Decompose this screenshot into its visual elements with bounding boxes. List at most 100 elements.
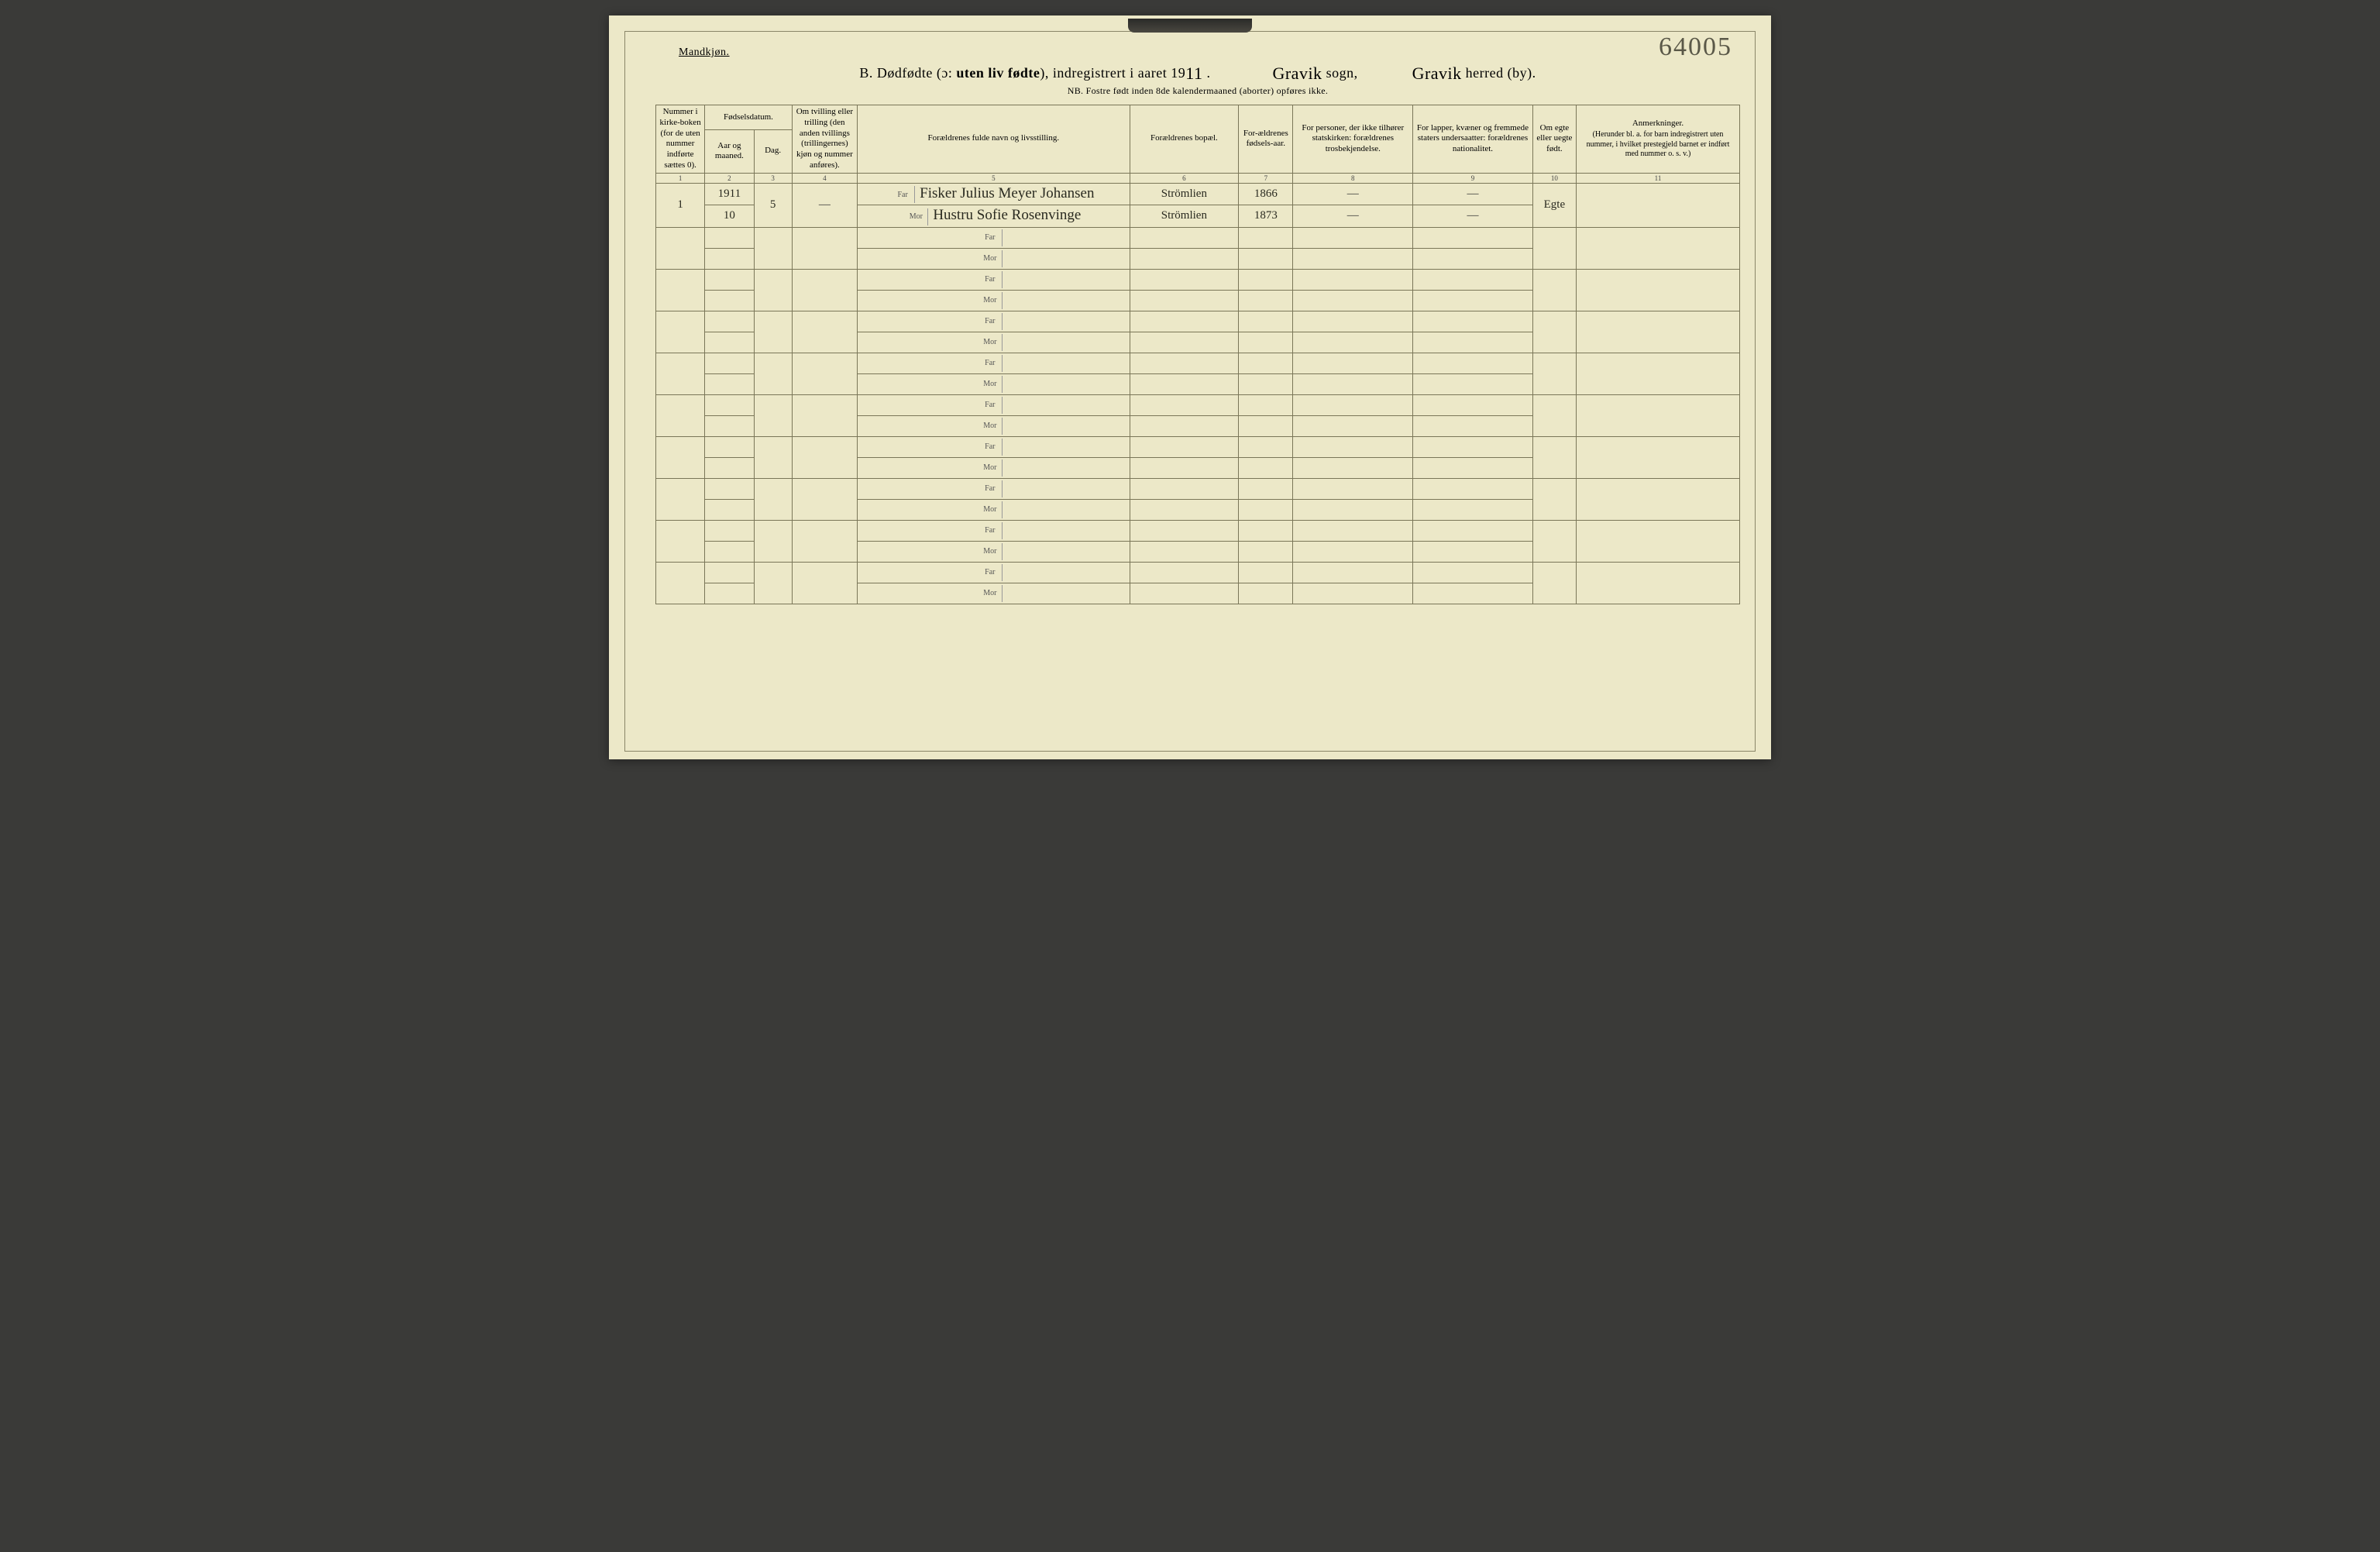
cell: [1130, 457, 1239, 478]
cell-far-c9: —: [1413, 183, 1533, 205]
hdr-c1: Nummer i kirke-boken (for de uten nummer…: [656, 105, 705, 174]
cell: [1293, 541, 1413, 562]
cell: Mor: [858, 499, 1130, 520]
cell: [1532, 394, 1576, 436]
cell: [1130, 520, 1239, 541]
divider-icon: [1002, 355, 1003, 372]
cell: [1130, 541, 1239, 562]
table-row: Far: [656, 227, 1740, 248]
hdr-c2-group: Fødselsdatum.: [705, 105, 792, 130]
far-label: Far: [980, 568, 1000, 576]
cell: [1239, 562, 1293, 583]
cell: [792, 520, 857, 562]
mor-label: Mor: [980, 589, 1000, 597]
cell: [1239, 227, 1293, 248]
cell: [1130, 248, 1239, 269]
colnum: 9: [1413, 173, 1533, 183]
cell: [1130, 499, 1239, 520]
cell-mor-year: 1873: [1239, 205, 1293, 228]
cell: [656, 227, 705, 269]
cell: [1577, 436, 1740, 478]
far-label: Far: [980, 442, 1000, 451]
cell: [1130, 562, 1239, 583]
cell: [1293, 290, 1413, 311]
divider-icon: [1002, 397, 1003, 414]
cell: [1577, 478, 1740, 520]
cell: Mor: [858, 583, 1130, 604]
cell: [1577, 353, 1740, 394]
cell: [1293, 332, 1413, 353]
cell: [1577, 269, 1740, 311]
cell: [1239, 394, 1293, 415]
cell: Far: [858, 227, 1130, 248]
cell: [705, 353, 754, 373]
cell: [1239, 311, 1293, 332]
cell: [1413, 583, 1533, 604]
cell: [1130, 227, 1239, 248]
cell: [1293, 415, 1413, 436]
cell: [1239, 478, 1293, 499]
cell: [1532, 353, 1576, 394]
cell: [1130, 332, 1239, 353]
cell: [705, 290, 754, 311]
divider-icon: [1002, 439, 1003, 456]
hdr-c2: Aar og maaned.: [705, 130, 754, 174]
cell: Mor: [858, 332, 1130, 353]
colnum: 4: [792, 173, 857, 183]
cell: [656, 478, 705, 520]
cell: [754, 227, 792, 269]
cell: [705, 499, 754, 520]
cell: [1532, 478, 1576, 520]
cell: [1413, 415, 1533, 436]
cell: [1293, 583, 1413, 604]
divider-icon: [1002, 292, 1003, 309]
hdr-c8: For personer, der ikke tilhører statskir…: [1293, 105, 1413, 174]
cell: [705, 415, 754, 436]
hdr-c7: For-ældrenes fødsels-aar.: [1239, 105, 1293, 174]
cell-mor-name: MorHustru Sofie Rosenvinge: [858, 205, 1130, 228]
ledger-table: Nummer i kirke-boken (for de uten nummer…: [655, 105, 1740, 604]
colnum: 3: [754, 173, 792, 183]
cell: [754, 269, 792, 311]
cell: [1239, 332, 1293, 353]
divider-icon: [1002, 418, 1003, 435]
cell: [1130, 311, 1239, 332]
far-label: Far: [980, 401, 1000, 409]
cell: [1413, 457, 1533, 478]
divider-icon: [1002, 459, 1003, 477]
hdr-c11-title: Anmerkninger.: [1580, 119, 1736, 129]
mor-text: Hustru Sofie Rosenvinge: [933, 207, 1081, 223]
cell: [792, 311, 857, 353]
cell-twin: —: [792, 183, 857, 227]
cell: [1293, 373, 1413, 394]
cell: [1239, 269, 1293, 290]
cell: [1130, 353, 1239, 373]
divider-icon: [1002, 564, 1003, 581]
cell: [1413, 311, 1533, 332]
cell: [1293, 353, 1413, 373]
cell: [705, 520, 754, 541]
mor-label: Mor: [980, 296, 1000, 305]
cell: [1239, 248, 1293, 269]
colnum: 8: [1293, 173, 1413, 183]
cell: [1130, 415, 1239, 436]
cell: [754, 353, 792, 394]
title-bold: uten liv fødte: [956, 65, 1040, 81]
mor-label: Mor: [980, 547, 1000, 556]
colnum: 2: [705, 173, 754, 183]
divider-icon: [1002, 313, 1003, 330]
table-row: Far: [656, 311, 1740, 332]
cell: [754, 311, 792, 353]
cell-far-name: FarFisker Julius Meyer Johansen: [858, 183, 1130, 205]
cell: [705, 227, 754, 248]
cell: [1130, 583, 1239, 604]
mor-label: Mor: [980, 254, 1000, 263]
cell-num: 1: [656, 183, 705, 227]
cell: [1293, 457, 1413, 478]
cell: [656, 311, 705, 353]
gender-label: Mandkjøn.: [679, 46, 1740, 59]
column-numbers-row: 1 2 3 4 5 6 7 8 9 10 11: [656, 173, 1740, 183]
cell: [1413, 478, 1533, 499]
cell: [1532, 436, 1576, 478]
cell: [1293, 227, 1413, 248]
